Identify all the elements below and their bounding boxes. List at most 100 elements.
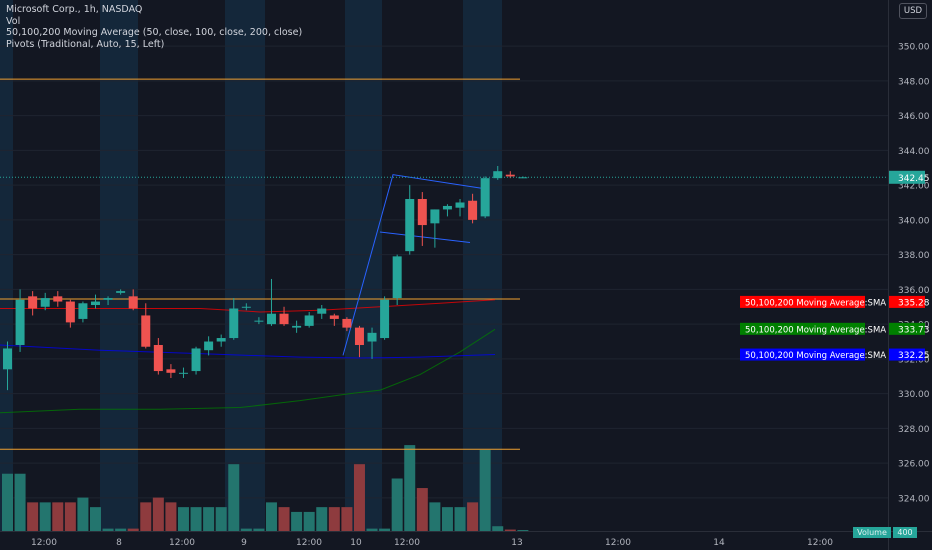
session-band	[463, 0, 502, 531]
session-band	[225, 0, 265, 531]
candle	[292, 320, 302, 333]
chart-legend: Microsoft Corp., 1h, NASDAQ Vol 50,100,2…	[6, 4, 302, 50]
candle	[53, 291, 63, 307]
session-band	[0, 0, 13, 531]
candle-body	[15, 299, 25, 345]
candle-body	[468, 200, 478, 220]
time-tick-label: 14	[713, 538, 725, 548]
volume-bar	[265, 502, 277, 531]
volume-bar	[115, 528, 127, 531]
volume-bar	[152, 497, 164, 531]
pivots-legend[interactable]: Pivots (Traditional, Auto, 15, Left)	[6, 38, 165, 50]
candle-body	[65, 301, 75, 323]
candle-body	[480, 178, 490, 217]
candle-body	[367, 332, 377, 342]
time-tick-label: 12:00	[296, 538, 322, 548]
volume-bar	[39, 502, 51, 531]
volume-bar	[492, 526, 504, 531]
candle	[191, 346, 201, 375]
candle-body	[3, 348, 12, 370]
volume-bar	[379, 528, 391, 531]
candle	[40, 292, 50, 311]
volume-bar	[14, 473, 26, 531]
candle	[28, 291, 38, 316]
candle-body	[304, 315, 314, 326]
candle	[405, 185, 415, 255]
moving-average-legend[interactable]: 50,100,200 Moving Average (50, close, 10…	[6, 27, 303, 39]
candle	[455, 199, 465, 217]
volume-bar	[89, 507, 101, 531]
volume-bar	[391, 478, 403, 531]
candle-body	[204, 341, 214, 351]
last-price-badge	[889, 170, 925, 184]
price-tick-label: 336.00	[898, 286, 930, 296]
volume-legend[interactable]: Vol	[6, 15, 21, 27]
candle-body	[141, 315, 151, 347]
time-axis[interactable]: 12:00 8 12:00 9 12:00 10 12:00 13 12:00 14 12:00	[0, 531, 932, 549]
volume-bar	[2, 473, 13, 531]
candle	[254, 317, 264, 325]
volume-bar	[140, 502, 152, 531]
candle	[128, 289, 138, 311]
candle-body	[90, 301, 100, 306]
time-tick-label: 10	[350, 538, 362, 548]
session-band	[345, 0, 382, 531]
candle	[493, 165, 503, 180]
volume-bar	[316, 507, 328, 531]
candle	[266, 278, 276, 326]
trend-line	[342, 174, 485, 356]
candle-body	[380, 299, 390, 339]
candle-body	[329, 315, 339, 319]
candle-body	[292, 325, 302, 328]
symbol-title[interactable]: Microsoft Corp., 1h, NASDAQ	[6, 4, 143, 15]
candle-body	[78, 303, 88, 319]
pivot-levels	[0, 78, 520, 450]
candle-body	[266, 313, 276, 325]
price-tick-label: 350.00	[898, 43, 930, 53]
volume-bar	[517, 530, 529, 531]
candle-body	[178, 372, 188, 374]
candle-body	[103, 298, 113, 300]
price-tick-label: 328.00	[898, 425, 930, 435]
candle	[317, 305, 327, 319]
candle	[417, 192, 427, 246]
candle-body	[417, 199, 427, 226]
moving-average-name-box	[740, 322, 865, 335]
candle-body	[191, 348, 201, 372]
moving-average-value-box	[889, 295, 925, 308]
candle	[241, 303, 251, 311]
candle	[392, 254, 402, 306]
candle	[329, 313, 339, 326]
moving-average-name-box	[740, 348, 865, 361]
candle-body	[53, 296, 63, 302]
volume-bar	[52, 502, 64, 531]
volume-bar	[328, 507, 340, 531]
candle	[204, 336, 214, 356]
candle	[90, 294, 100, 309]
candle-body	[442, 205, 452, 210]
candle-body	[40, 298, 50, 307]
candle	[15, 289, 25, 352]
price-axis[interactable]: 324.00326.00328.00330.00332.00334.00336.…	[888, 0, 930, 550]
price-tick-label: 346.00	[898, 112, 930, 122]
volume-axis-label: Volume	[853, 527, 891, 538]
currency-button[interactable]: USD	[899, 3, 927, 19]
candle-body	[166, 369, 176, 373]
session-backgrounds	[0, 0, 502, 531]
volume-bar	[467, 502, 479, 531]
volume-bar	[190, 507, 202, 531]
volume-bar	[203, 507, 215, 531]
volume-bar	[77, 497, 89, 531]
moving-average-value: 335.28	[898, 298, 930, 308]
price-tick-label: 326.00	[898, 460, 930, 470]
candle-body	[317, 308, 327, 314]
candle	[3, 341, 12, 391]
volume-bar	[27, 502, 39, 531]
candle	[468, 193, 478, 224]
time-tick-label: 12:00	[31, 538, 57, 548]
